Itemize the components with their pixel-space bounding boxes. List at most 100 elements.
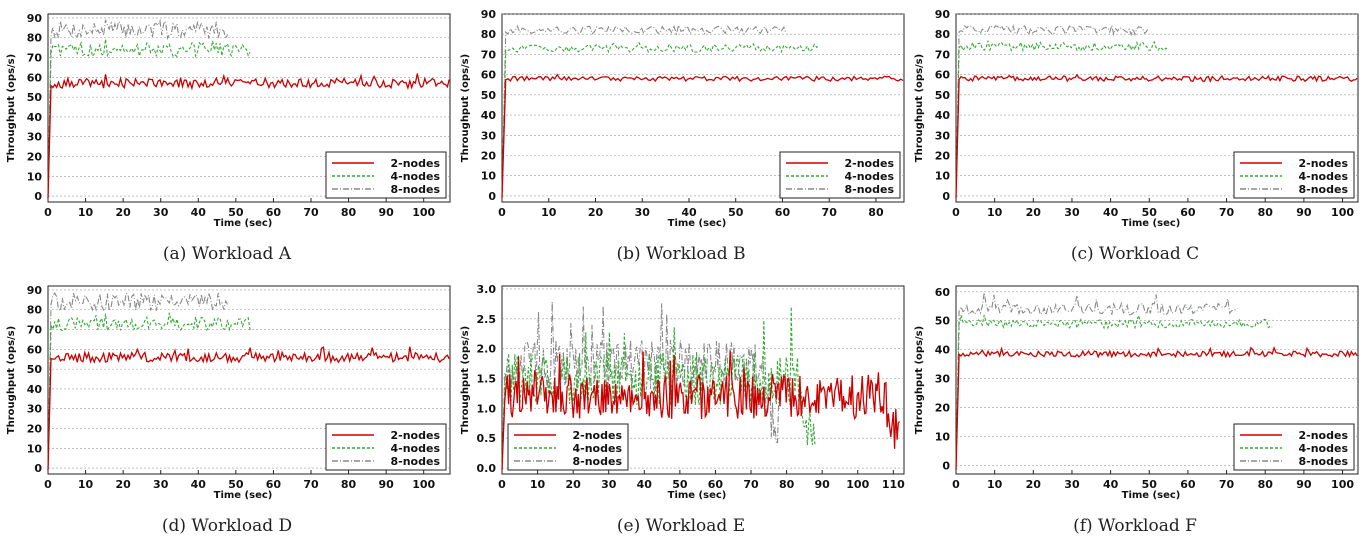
x-tick-label: 70: [1219, 206, 1235, 219]
series-line-4-nodes: [955, 313, 1273, 471]
x-tick-label: 60: [775, 206, 791, 219]
y-tick-label: 70: [27, 52, 43, 65]
x-tick-label: 20: [115, 206, 131, 219]
figure-caption: (e) Workload E: [616, 516, 746, 536]
chart-svg-c: 0 10 20 30 40 50 60 70 80 90 0 10 20 30 40 50 60 70 80 90 10…: [914, 8, 1359, 229]
legend-entry: 2-nodes: [391, 157, 441, 170]
legend-entry: 2-nodes: [573, 429, 623, 442]
y-tick-label: 2.0: [477, 343, 497, 356]
chart-panel-b: 0 10 20 30 40 50 60 70 80 90 0 10 20 30 40 50 60 70 80 Time…: [454, 0, 908, 272]
y-axis-label: Throughput (ops/s): [914, 326, 925, 434]
y-tick-label: 0: [942, 190, 950, 203]
x-tick-label: 80: [779, 478, 795, 491]
x-tick-label: 30: [635, 206, 651, 219]
x-tick-label: 110: [882, 478, 905, 491]
y-tick-label: 10: [481, 170, 497, 183]
y-tick-label: 60: [27, 343, 43, 356]
y-tick-label: 0.0: [477, 462, 497, 475]
series-line-2-nodes: [501, 73, 904, 199]
y-tick-label: 40: [27, 383, 43, 396]
y-tick-label: 60: [935, 286, 951, 299]
legend-entry: 2-nodes: [391, 429, 441, 442]
figure-caption: (f) Workload F: [1073, 516, 1197, 536]
y-tick-label: 50: [27, 91, 43, 104]
figure-caption: (b) Workload B: [616, 244, 746, 264]
series-line-8-nodes: [955, 24, 1149, 199]
x-tick-label: 40: [637, 478, 653, 491]
y-tick-label: 90: [27, 284, 43, 297]
x-tick-label: 70: [1219, 478, 1235, 491]
y-tick-label: 80: [27, 32, 43, 45]
y-tick-label: 0.5: [477, 432, 497, 445]
x-tick-label: 60: [708, 478, 724, 491]
x-tick-label: 50: [728, 206, 744, 219]
y-tick-label: 60: [935, 69, 951, 82]
x-tick-label: 50: [1142, 206, 1158, 219]
x-tick-label: 0: [44, 478, 52, 491]
x-tick-label: 20: [588, 206, 604, 219]
x-tick-label: 20: [1026, 478, 1042, 491]
series-line-4-nodes: [501, 41, 820, 199]
y-tick-label: 1.5: [477, 373, 497, 386]
chart-panel-c: 0 10 20 30 40 50 60 70 80 90 0 10 20 30 40 50 60 70 80 90 10…: [908, 0, 1362, 272]
x-tick-label: 40: [681, 206, 697, 219]
x-tick-label: 70: [303, 206, 319, 219]
series-line-8-nodes: [47, 292, 229, 471]
chart-svg-e: 0.0 0.5 1.0 1.5 2.0 2.5 3.0 0 10 20 30 40 50 60 70 80 90…: [460, 283, 905, 501]
legend-box: [325, 423, 447, 471]
y-tick-label: 50: [27, 363, 43, 376]
y-tick-label: 30: [481, 129, 497, 142]
series-line-8-nodes: [501, 23, 787, 199]
x-tick-label: 50: [228, 206, 244, 219]
x-tick-label: 80: [868, 206, 884, 219]
x-tick-label: 10: [987, 206, 1003, 219]
chart-panel-f: 0 10 20 30 40 50 60 0 10 20 30 40 50 60 70 80 90 100 Time …: [908, 272, 1362, 544]
y-tick-label: 80: [935, 28, 951, 41]
y-tick-label: 10: [935, 170, 951, 183]
y-tick-label: 90: [481, 8, 497, 21]
y-tick-label: 10: [27, 170, 43, 183]
x-tick-label: 10: [78, 206, 94, 219]
x-tick-label: 30: [601, 478, 617, 491]
series-line-2-nodes: [47, 346, 450, 471]
legend-entry: 4-nodes: [1299, 170, 1349, 183]
y-tick-label: 40: [935, 109, 951, 122]
legend-entry: 4-nodes: [391, 442, 441, 455]
y-tick-label: 0: [34, 190, 42, 203]
series-line-2-nodes: [501, 350, 901, 471]
y-tick-label: 30: [27, 131, 43, 144]
x-tick-label: 100: [1331, 206, 1354, 219]
x-tick-label: 40: [1103, 478, 1119, 491]
x-tick-label: 60: [266, 478, 282, 491]
legend-entry: 4-nodes: [1299, 442, 1349, 455]
x-tick-label: 0: [498, 206, 506, 219]
x-tick-label: 100: [846, 478, 869, 491]
y-axis-label: Throughput (ops/s): [6, 54, 17, 162]
legend-entry: 2-nodes: [1299, 429, 1349, 442]
y-axis-label: Throughput (ops/s): [914, 54, 925, 162]
x-axis-label: Time (sec): [668, 218, 727, 229]
series-line-2-nodes: [955, 73, 1358, 199]
y-tick-label: 70: [481, 48, 497, 61]
y-tick-label: 20: [481, 150, 497, 163]
x-tick-label: 60: [266, 206, 282, 219]
x-tick-label: 90: [1296, 478, 1312, 491]
chart-svg-d: 0 10 20 30 40 50 60 70 80 90 0 10 20 30 40 50 60 70 80 90 10…: [6, 284, 451, 501]
x-tick-label: 100: [1331, 478, 1354, 491]
chart-svg-f: 0 10 20 30 40 50 60 0 10 20 30 40 50 60 70 80 90 100 Time …: [914, 285, 1359, 501]
y-tick-label: 30: [27, 403, 43, 416]
y-tick-label: 50: [935, 89, 951, 102]
y-tick-label: 20: [935, 150, 951, 163]
x-tick-label: 10: [541, 206, 557, 219]
x-tick-label: 50: [1142, 478, 1158, 491]
y-tick-label: 90: [935, 8, 951, 21]
series-line-2-nodes: [47, 73, 450, 199]
y-tick-label: 30: [935, 373, 951, 386]
y-tick-label: 3.0: [477, 283, 497, 296]
chart-panel-e: 0.0 0.5 1.0 1.5 2.0 2.5 3.0 0 10 20 30 40 50 60 70 80 90…: [454, 272, 908, 544]
chart-panel-d: 0 10 20 30 40 50 60 70 80 90 0 10 20 30 40 50 60 70 80 90 10…: [0, 272, 454, 544]
y-tick-label: 70: [27, 324, 43, 337]
